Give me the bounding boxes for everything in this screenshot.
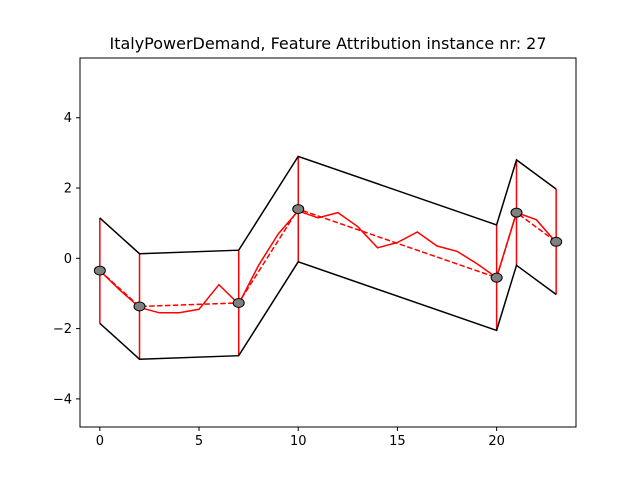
data-point-marker — [232, 297, 245, 308]
y-tick-label: 4 — [64, 111, 72, 126]
data-point-marker — [93, 265, 106, 276]
data-point-marker — [490, 272, 503, 283]
band-lower-line — [99, 260, 557, 360]
y-tick-label: 0 — [64, 252, 72, 267]
x-tick-label: 5 — [195, 434, 203, 449]
y-tick-label: 2 — [64, 182, 72, 197]
x-tick-label: 10 — [290, 434, 307, 449]
data-point-marker — [292, 204, 305, 215]
y-tick-label: −2 — [53, 322, 72, 337]
x-tick-label: 15 — [389, 434, 406, 449]
data-point-marker — [550, 236, 563, 247]
x-tick-label: 0 — [96, 434, 104, 449]
plot-frame — [79, 57, 577, 428]
data-point-marker — [510, 207, 523, 218]
series-line-dashed — [99, 208, 557, 308]
data-point-marker — [133, 301, 146, 312]
chart-title: ItalyPowerDemand, Feature Attribution in… — [109, 34, 546, 53]
band-upper-line — [99, 155, 557, 255]
y-tick-label: −4 — [53, 392, 72, 407]
x-tick-label: 20 — [488, 434, 505, 449]
series-line-solid — [99, 210, 557, 314]
